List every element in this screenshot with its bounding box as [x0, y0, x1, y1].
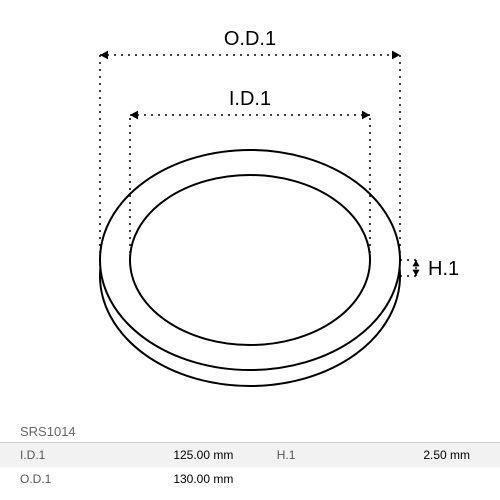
spec-value [340, 467, 490, 491]
svg-text:O.D.1: O.D.1 [224, 28, 276, 50]
spec-value: 130.00 mm [83, 467, 253, 491]
spec-value: 125.00 mm [83, 443, 253, 467]
dimension-diagram: O.D.1 I.D.1 H.1 [0, 0, 500, 420]
table-row: O.D.1 130.00 mm [0, 467, 500, 491]
spec-value: 2.50 mm [340, 443, 490, 467]
spec-table: I.D.1 125.00 mm H.1 2.50 mm O.D.1 130.00… [0, 443, 500, 491]
svg-text:I.D.1: I.D.1 [229, 88, 271, 110]
svg-text:H.1: H.1 [428, 258, 459, 280]
spec-label: H.1 [257, 443, 337, 467]
table-row: I.D.1 125.00 mm H.1 2.50 mm [0, 443, 500, 467]
spec-label: O.D.1 [0, 467, 80, 491]
part-number: SRS1014 [20, 424, 76, 439]
spec-label [257, 467, 337, 491]
spec-label: I.D.1 [0, 443, 80, 467]
page: O.D.1I.D.1H.1 SRS1014 I.D.1 125.00 mm H.… [0, 0, 500, 500]
